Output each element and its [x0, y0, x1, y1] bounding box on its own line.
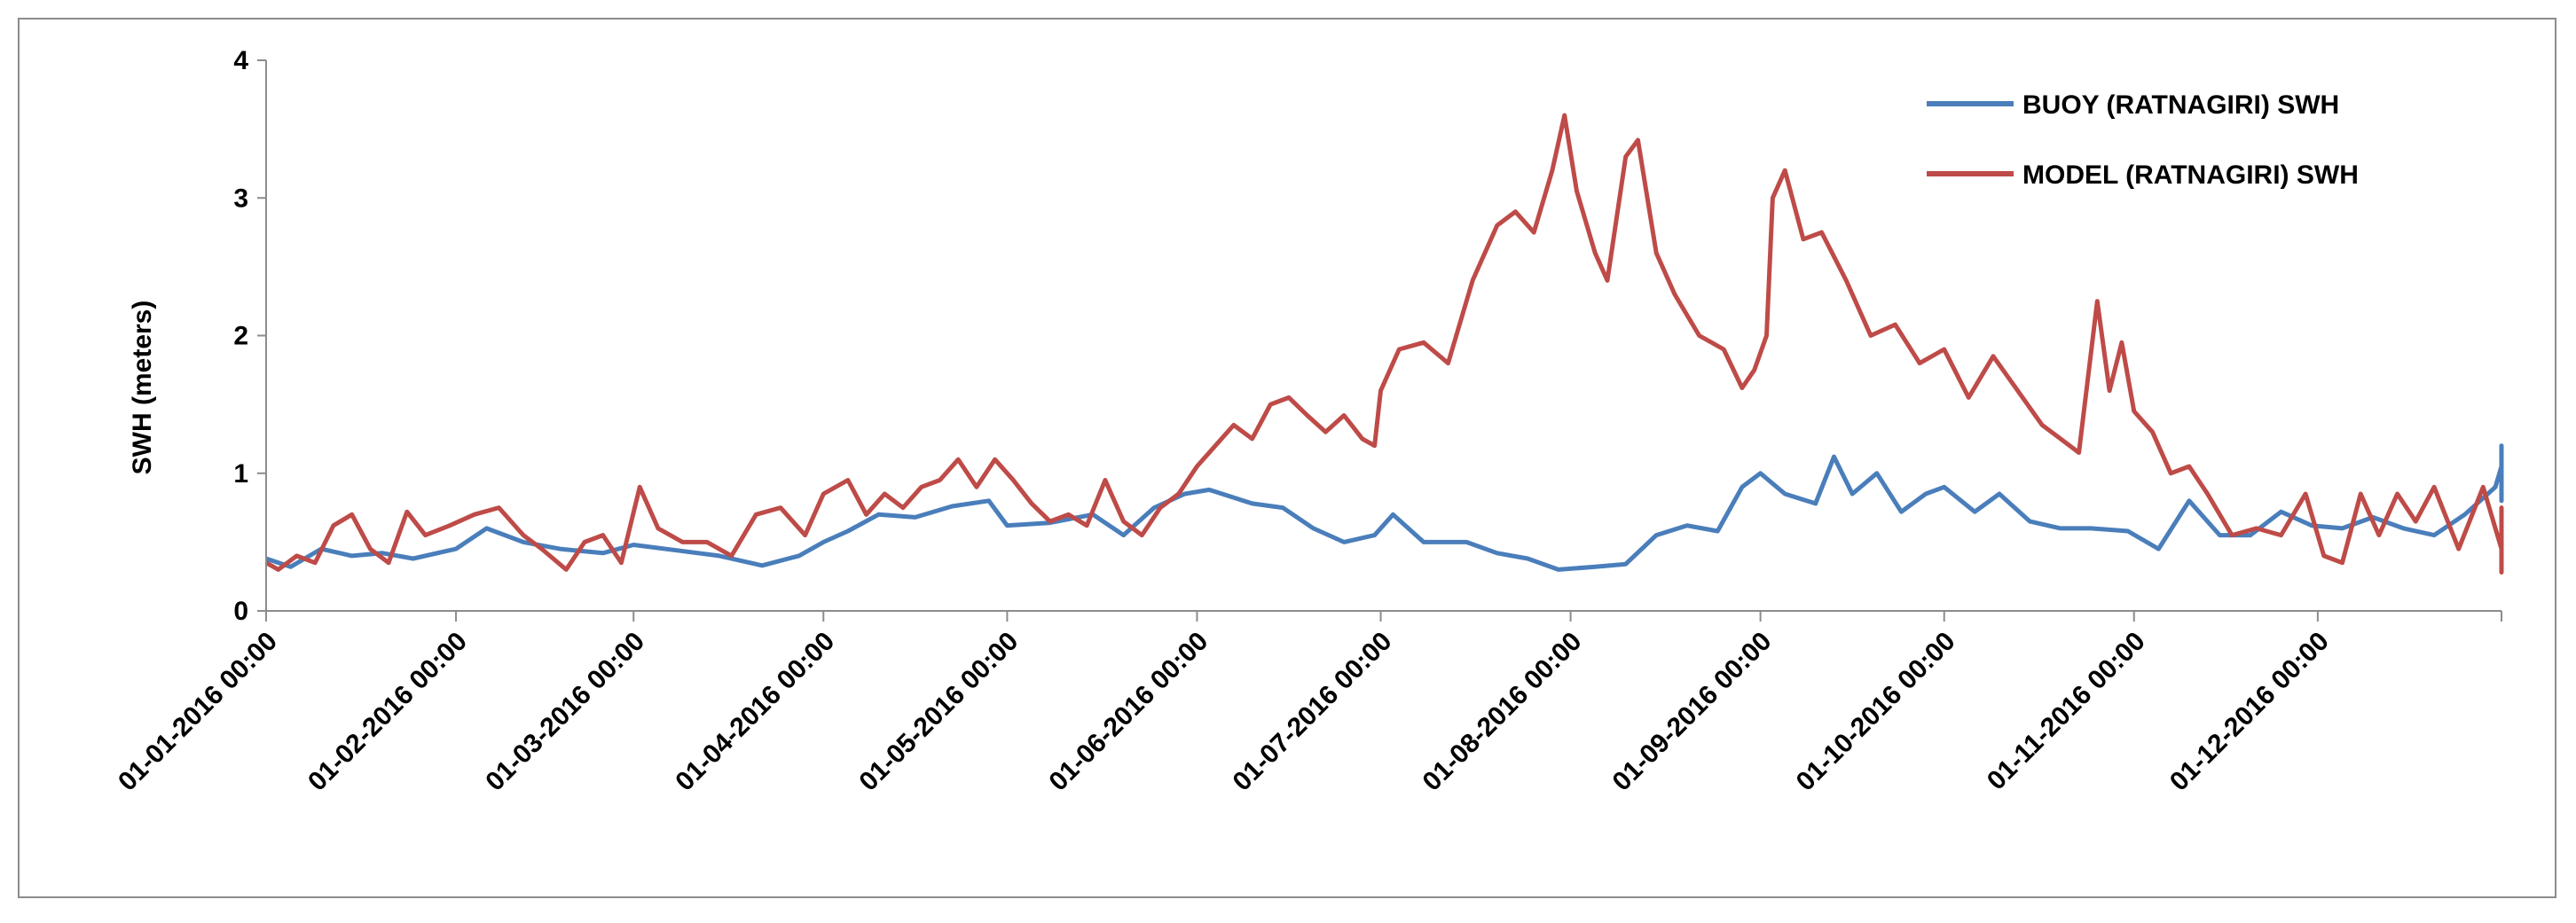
legend-label: MODEL (RATNAGIRI) SWH — [2022, 160, 2359, 190]
x-tick-label: 01-03-2016 00:00 — [480, 627, 650, 797]
x-tick-label: 01-09-2016 00:00 — [1607, 627, 1778, 797]
x-tick-label: 01-02-2016 00:00 — [302, 627, 473, 797]
x-tick-label: 01-05-2016 00:00 — [853, 627, 1024, 797]
x-tick-label: 01-06-2016 00:00 — [1043, 627, 1213, 797]
x-tick-label: 01-07-2016 00:00 — [1227, 627, 1397, 797]
legend-label: BUOY (RATNAGIRI) SWH — [2022, 90, 2339, 120]
series-line-buoy — [265, 443, 2504, 572]
x-tick-label: 01-12-2016 00:00 — [2164, 627, 2335, 797]
y-tick-label: 4 — [233, 46, 248, 75]
x-tick-label: 01-04-2016 00:00 — [670, 627, 840, 797]
x-tick-label: 01-10-2016 00:00 — [1791, 627, 1961, 797]
y-tick-label: 2 — [233, 322, 248, 351]
y-tick-label: 0 — [233, 597, 248, 626]
y-tick-label: 1 — [233, 459, 248, 489]
y-tick-label: 3 — [233, 184, 248, 213]
plot-lines — [264, 113, 2504, 575]
x-tick-label: 01-08-2016 00:00 — [1418, 627, 1588, 797]
x-tick-label: 01-11-2016 00:00 — [1982, 627, 2151, 796]
x-tick-label: 01-01-2016 00:00 — [113, 627, 283, 797]
y-axis-label: SWH (meters) — [128, 301, 157, 475]
chart-frame — [18, 18, 2556, 898]
legend: BUOY (RATNAGIRI) SWH MODEL (RATNAGIRI) SW… — [1927, 90, 2359, 190]
series-line-model — [264, 113, 2504, 575]
